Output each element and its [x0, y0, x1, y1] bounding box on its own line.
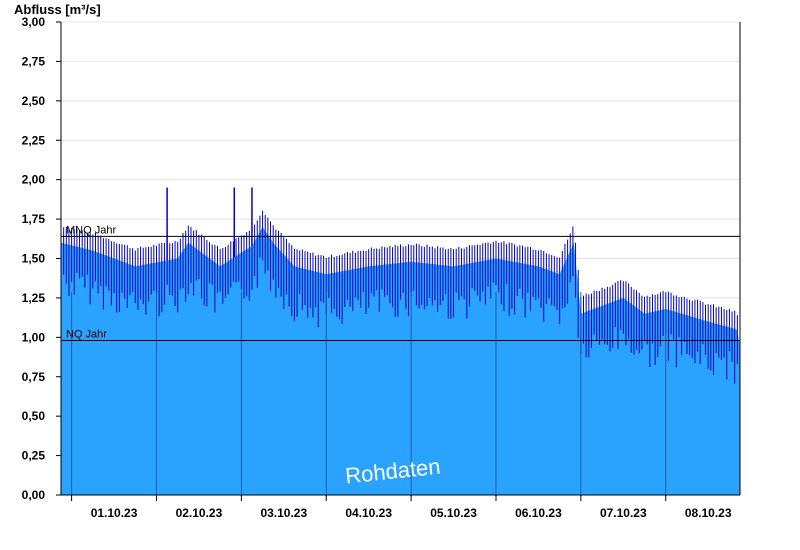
- x-tick-label: 06.10.23: [515, 506, 562, 520]
- y-tick-label: 1,75: [22, 212, 46, 226]
- y-tick-label: 0,00: [22, 488, 46, 502]
- y-tick-label: 2,50: [22, 94, 46, 108]
- y-tick-labels: 0,00 0,25 0,50 0,75 1,00 1,25 1,50 1,75 2,00 2,25…: [22, 15, 46, 502]
- x-tick-label: 03.10.23: [260, 506, 307, 520]
- x-tick-label: 07.10.23: [600, 506, 647, 520]
- y-tick-label: 0,25: [22, 449, 46, 463]
- y-tick-label: 0,75: [22, 370, 46, 384]
- y-tick-label: 1,00: [22, 330, 46, 344]
- y-tick-label: 2,75: [22, 54, 46, 68]
- data-area-layer: [60, 187, 740, 495]
- x-tick-labels: 01.10.23 02.10.23 03.10.23 04.10.23 05.10.23…: [91, 506, 732, 520]
- y-tick-label: 0,50: [22, 409, 46, 423]
- y-tick-label: 2,00: [22, 173, 46, 187]
- day-divider-lines: [71, 292, 667, 495]
- y-tick-label: 1,25: [22, 291, 46, 305]
- reference-lines: MNQ Jahr NQ Jahr: [61, 224, 740, 341]
- x-tick-label: 01.10.23: [91, 506, 138, 520]
- x-tick-label: 05.10.23: [430, 506, 477, 520]
- x-tick-label: 08.10.23: [685, 506, 732, 520]
- reference-line-label: NQ Jahr: [66, 328, 107, 340]
- y-tick-label: 2,25: [22, 133, 46, 147]
- y-tick-label: 1,50: [22, 252, 46, 266]
- x-tick-label: 02.10.23: [176, 506, 223, 520]
- axes: [56, 21, 741, 501]
- x-tick-label: 04.10.23: [345, 506, 392, 520]
- y-tick-label: 3,00: [22, 15, 46, 29]
- discharge-area: [61, 227, 740, 495]
- reference-line-label: MNQ Jahr: [66, 224, 116, 236]
- y-axis-title: Abfluss [m³/s]: [14, 2, 101, 17]
